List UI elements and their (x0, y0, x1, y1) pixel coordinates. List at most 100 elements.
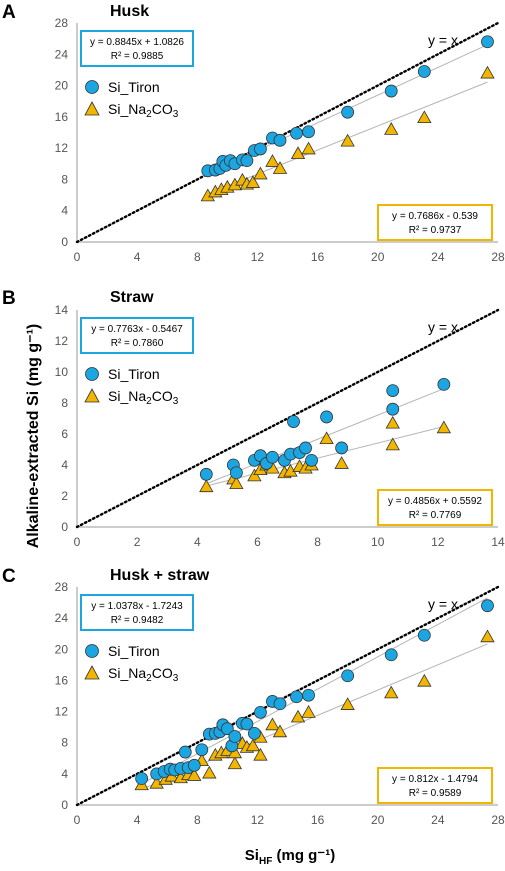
chart-panel-c: C Husk + straw 0 4 8 12 16 20 24 28 0 4 8 12 16 20 24 28 y… (2, 566, 505, 827)
tiron-point (178, 745, 192, 759)
na2co3-point (340, 697, 355, 710)
panel-title: Husk + straw (110, 567, 210, 584)
y-axis-label: Alkaline-extracted Si (mg g⁻¹) (25, 324, 42, 549)
y-tick-label: 6 (61, 427, 68, 441)
na2co3-point (229, 476, 244, 490)
na2co3-point (334, 456, 349, 469)
y-tick-label: 0 (61, 798, 68, 812)
na2co3-point (301, 705, 316, 718)
legend-na2co3-marker (84, 388, 100, 403)
x-tick-label: 24 (431, 813, 445, 827)
tiron-point (199, 467, 213, 481)
na2co3-point (187, 768, 202, 781)
legend-na2co3-label: Si_Na2CO3 (108, 101, 179, 120)
tiron-r2: R² = 0.7860 (111, 338, 164, 349)
tiron-point (481, 35, 494, 49)
x-tick-label: 0 (74, 813, 81, 827)
legend-tiron-marker (85, 644, 99, 658)
legend-tiron-marker (85, 367, 99, 381)
na2co3-point (385, 437, 400, 451)
x-tick-label: 16 (311, 813, 325, 827)
na2co3-point (436, 420, 452, 434)
x-tick-label: 6 (254, 535, 261, 549)
y-tick-label: 8 (61, 172, 68, 186)
na2co3-r2: R² = 0.7769 (409, 510, 462, 521)
y-tick-label: 14 (55, 303, 69, 317)
identity-label: y = x (428, 319, 458, 335)
na2co3-point (319, 431, 334, 445)
x-tick-label: 20 (371, 813, 385, 827)
na2co3-point (272, 161, 288, 174)
tiron-equation-box (80, 317, 194, 354)
na2co3-point (480, 629, 495, 643)
na2co3-point (272, 724, 288, 738)
y-tick-label: 12 (55, 705, 69, 719)
x-axis-label-unit: (mg g⁻¹) (272, 847, 335, 864)
na2co3-point (340, 133, 355, 147)
legend-tiron-marker (85, 80, 99, 94)
chart-panel-b: B Straw 0 2 4 6 8 10 12 14 0 2 4 6 8 10 12 14 y = x Si_Tiro… (2, 288, 505, 549)
y-tick-label: 24 (55, 611, 69, 625)
identity-label: y = x (428, 596, 458, 612)
x-tick-label: 14 (491, 535, 505, 549)
tiron-point (290, 690, 303, 704)
na2co3-point (384, 122, 399, 135)
tiron-point (302, 125, 315, 139)
tiron-point (384, 84, 398, 98)
na2co3-point (384, 685, 399, 699)
tiron-equation: y = 0.7763x - 0.5467 (91, 324, 183, 335)
y-tick-label: 0 (61, 235, 68, 249)
legend-tiron-label: Si_Tiron (108, 643, 160, 659)
x-tick-label: 0 (74, 535, 81, 549)
tiron-point (299, 441, 312, 455)
na2co3-r2: R² = 0.9737 (409, 225, 462, 236)
legend-na2co3-label: Si_Na2CO3 (108, 388, 179, 407)
x-tick-label: 4 (134, 813, 141, 827)
x-tick-label: 4 (134, 250, 141, 264)
na2co3-r2: R² = 0.9589 (409, 788, 462, 799)
tiron-point (335, 441, 349, 455)
na2co3-equation: y = 0.7686x - 0.539 (392, 211, 478, 222)
x-tick-label: 8 (194, 813, 201, 827)
tiron-point (437, 377, 451, 391)
x-tick-label: 0 (74, 250, 81, 264)
panel-letter: C (2, 566, 16, 587)
x-tick-label: 8 (194, 250, 201, 264)
y-tick-label: 4 (61, 458, 68, 472)
tiron-point (254, 142, 267, 156)
y-tick-label: 12 (55, 334, 69, 348)
tiron-point (248, 726, 261, 740)
tiron-point (273, 133, 287, 147)
identity-line (75, 585, 500, 807)
na2co3-point (245, 175, 261, 188)
tiron-point (220, 722, 234, 736)
tiron-point (195, 743, 209, 757)
na2co3-point (253, 166, 268, 180)
tiron-point (287, 415, 300, 429)
na2co3-point (417, 110, 432, 124)
x-tick-label: 12 (431, 535, 445, 549)
tiron-r2: R² = 0.9482 (111, 615, 164, 626)
na2co3-equation-box (377, 204, 493, 241)
chart-panel-a: A Husk 0 4 8 12 16 20 24 28 0 4 8 12 16 20 24 28 y = x Si_T… (2, 2, 505, 264)
x-tick-label: 8 (314, 535, 321, 549)
x-tick-label: 16 (311, 250, 325, 264)
x-axis-label: SiHF (mg g⁻¹) (245, 847, 335, 867)
panel-title: Straw (110, 289, 154, 306)
x-axis-label-sub: HF (259, 856, 272, 867)
legend-na2co3-marker (84, 101, 100, 116)
identity-line (75, 21, 500, 244)
y-tick-label: 12 (55, 141, 69, 155)
x-tick-label: 2 (134, 535, 141, 549)
na2co3-point (290, 709, 306, 723)
identity-label: y = x (428, 32, 458, 48)
identity-line (75, 308, 500, 529)
panel-title: Husk (110, 3, 149, 20)
tiron-point (240, 717, 254, 731)
na2co3-equation-box (377, 489, 493, 526)
tiron-point (384, 648, 398, 662)
na2co3-fit-line (206, 426, 444, 487)
y-tick-label: 28 (55, 16, 69, 30)
x-tick-label: 28 (491, 250, 505, 264)
